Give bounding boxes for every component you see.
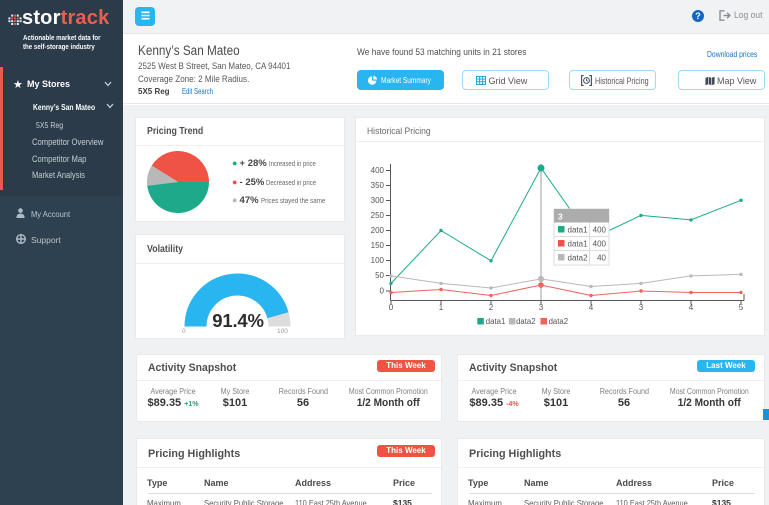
svg-text:data1: data1 [568,226,589,235]
svg-text:40: 40 [597,254,606,263]
svg-text:data2: data2 [549,317,569,326]
svg-text:200: 200 [371,226,385,235]
svg-text:0: 0 [389,303,394,312]
svg-text:data1: data1 [568,240,589,249]
svg-text:5: 5 [739,303,744,312]
svg-text:data1: data1 [486,317,506,326]
svg-text:350: 350 [371,181,385,190]
svg-text:4: 4 [689,303,694,312]
svg-text:250: 250 [371,211,385,220]
svg-text:400: 400 [593,226,607,235]
svg-text:1: 1 [439,303,444,312]
svg-text:data2: data2 [516,317,536,326]
svg-text:3: 3 [558,212,563,222]
svg-text:4: 4 [589,303,594,312]
svg-text:300: 300 [371,196,385,205]
svg-text:3: 3 [539,303,544,312]
svg-text:0: 0 [380,287,385,296]
svg-text:400: 400 [371,166,385,175]
svg-text:400: 400 [593,240,607,249]
svg-text:150: 150 [371,241,385,250]
svg-text:data2: data2 [568,254,589,263]
svg-text:50: 50 [375,271,384,280]
svg-text:2: 2 [489,303,494,312]
svg-text:100: 100 [371,256,385,265]
svg-text:3: 3 [639,303,644,312]
